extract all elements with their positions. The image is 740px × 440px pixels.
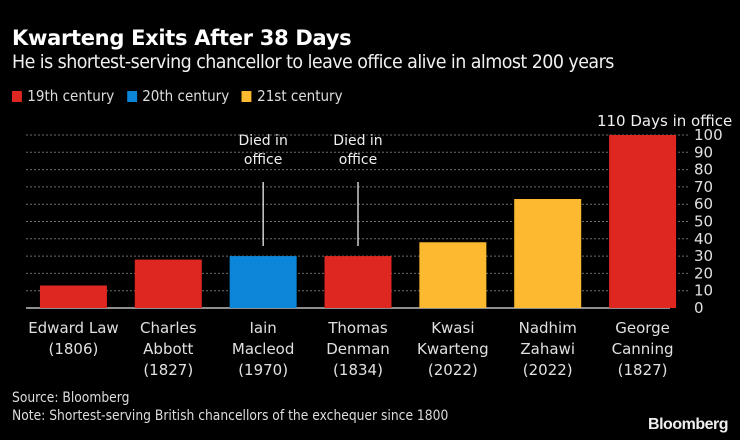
x-tick-label: (1806) <box>48 340 98 358</box>
x-tick-label: Abbott <box>143 340 193 358</box>
bar <box>39 285 107 308</box>
legend-label: 20th century <box>142 87 230 105</box>
bar <box>514 199 582 308</box>
annotation-label: 110 Days in office <box>597 112 732 130</box>
bar <box>324 256 392 308</box>
x-tick-label: Nadhim <box>519 319 577 337</box>
y-tick-label: 90 <box>694 143 713 161</box>
y-tick-label: 100 <box>694 126 723 144</box>
y-tick-label: 60 <box>694 195 713 213</box>
chart-subtitle: He is shortest-serving chancellor to lea… <box>12 51 614 73</box>
bar <box>229 256 297 308</box>
x-tick-label: Denman <box>326 340 390 358</box>
annotations: Died in office Died in office 110 Days in of… <box>238 112 732 246</box>
y-tick-label: 20 <box>694 264 713 282</box>
bars <box>39 135 677 308</box>
x-tick-label: Thomas <box>327 319 388 337</box>
x-tick-label: Macleod <box>232 340 294 358</box>
annotation-label: office <box>339 152 377 168</box>
y-tick-label: 50 <box>694 213 713 231</box>
legend-swatch-19th <box>12 90 22 102</box>
x-tick-label: Charles <box>140 319 197 337</box>
x-tick-label: (1970) <box>238 361 288 379</box>
annotation-label: Died in <box>238 133 287 149</box>
legend-label: 21st century <box>257 87 343 105</box>
y-tick-label: 40 <box>694 230 713 248</box>
x-tick-label: Canning <box>612 340 674 358</box>
x-tick-label: Kwasi <box>431 319 474 337</box>
legend-swatch-20th <box>126 90 137 102</box>
x-tick-label: Kwarteng <box>417 340 489 358</box>
y-tick-label: 10 <box>694 282 713 300</box>
source-text: Source: Bloomberg <box>12 390 130 406</box>
legend-swatch-21st <box>241 90 252 102</box>
x-tick-label: (2022) <box>428 361 478 379</box>
y-tick-label: 0 <box>694 299 704 317</box>
bar <box>609 135 677 308</box>
annotation-label: Died in <box>333 133 382 149</box>
legend-label: 19th century <box>27 87 115 105</box>
legend-item-20th-century: 20th century <box>126 87 230 105</box>
x-tick-label: (1834) <box>333 361 383 379</box>
bloomberg-logo: Bloomberg <box>648 416 728 433</box>
note-text: Note: Shortest-serving British chancello… <box>12 408 449 424</box>
x-tick-label: Edward Law <box>28 319 118 337</box>
x-tick-label: (1827) <box>618 361 668 379</box>
y-tick-label: 80 <box>694 161 713 179</box>
x-tick-label: Iain <box>249 319 276 337</box>
bar <box>419 242 487 308</box>
x-tick-label: (2022) <box>523 361 573 379</box>
annotation-label: office <box>244 152 282 168</box>
x-tick-label: George <box>615 319 670 337</box>
y-tick-label: 30 <box>694 247 713 265</box>
bar <box>134 259 202 308</box>
legend: 19th century 20th century 21st century <box>12 87 343 105</box>
legend-item-19th-century: 19th century <box>12 87 114 105</box>
y-tick-label: 70 <box>694 178 713 196</box>
legend-item-21st-century: 21st century <box>241 87 343 105</box>
chart-title: Kwarteng Exits After 38 Days <box>12 26 352 50</box>
x-tick-label: (1827) <box>143 361 193 379</box>
x-tick-label: Zahawi <box>520 340 575 358</box>
x-axis-labels: Edward Law (1806) Charles Abbott (1827) Iain M… <box>28 319 673 379</box>
